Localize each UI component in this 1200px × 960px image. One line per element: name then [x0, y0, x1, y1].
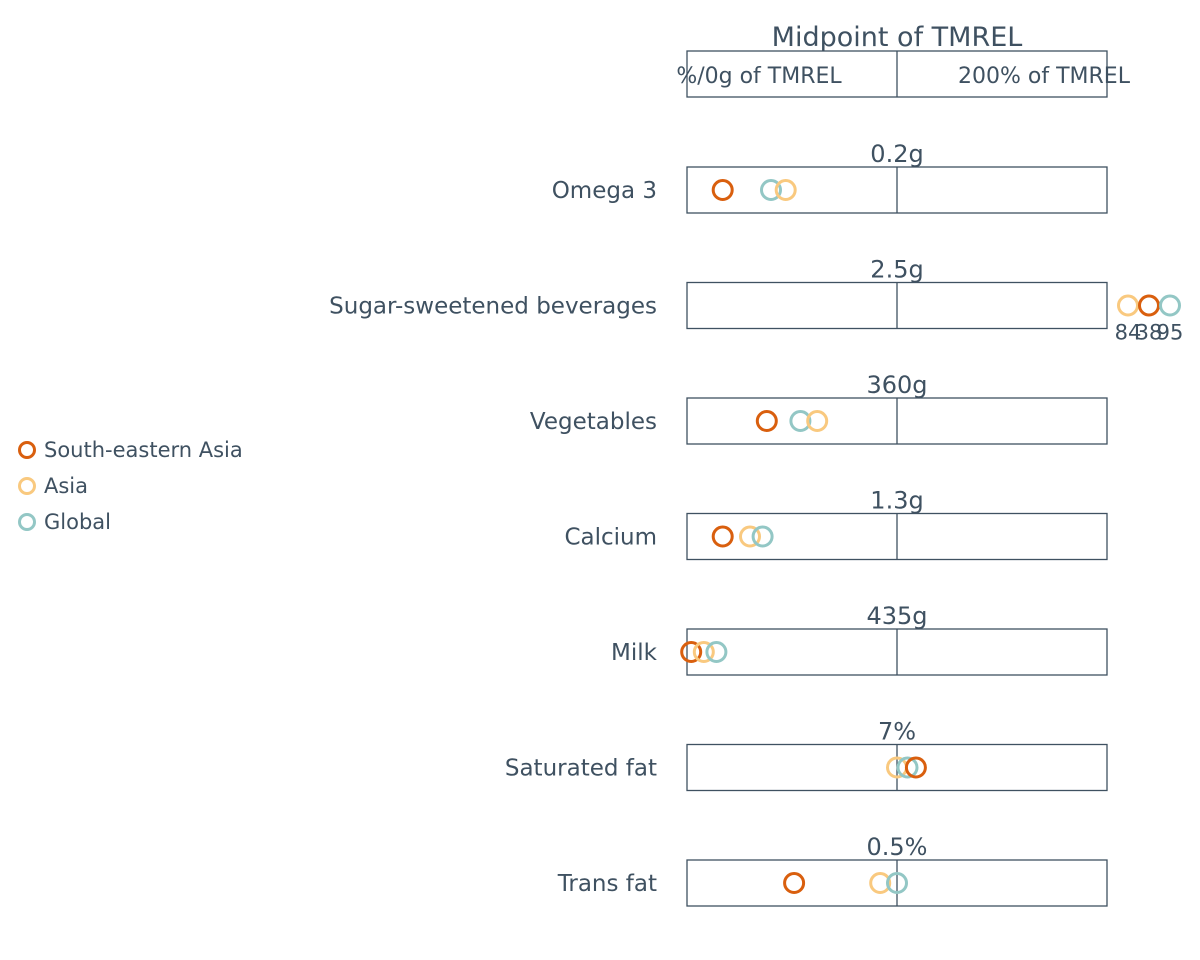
row-label: Calcium [564, 525, 657, 551]
row-milk: Milk 435g [611, 602, 1108, 676]
header-left-label: %/0g of TMREL [676, 64, 842, 89]
legend-marker-south-eastern-asia [18, 441, 36, 459]
legend-item-asia: Asia [18, 468, 243, 504]
legend-marker-global [18, 513, 36, 531]
row-vegetables: Vegetables 360g [530, 371, 1108, 445]
point-asia [806, 410, 829, 432]
chart-title: Midpoint of TMREL [772, 22, 1023, 53]
point-asia [869, 872, 892, 894]
row-trans-fat: Trans fat 0.5% [557, 833, 1108, 907]
legend: South-eastern Asia Asia Global [18, 432, 243, 540]
offscale-value-label: 95 [1157, 321, 1184, 345]
row-calcium: Calcium 1.3g [564, 487, 1108, 561]
point-global [789, 410, 812, 432]
offscale-value-label: 84 [1115, 321, 1142, 345]
row-label: Sugar-sweetened beverages [329, 294, 657, 320]
tmrel-value-label: 435g [866, 602, 927, 630]
row-saturated-fat: Saturated fat 7% [505, 718, 1108, 792]
point-south-eastern-asia [1138, 294, 1160, 317]
point-global [896, 756, 919, 779]
point-global [886, 872, 908, 894]
tmrel-value-label: 0.5% [867, 833, 928, 861]
point-asia [1117, 294, 1139, 317]
point-global [1159, 294, 1181, 317]
chart-rows: Omega 3 0.2g Sugar-sweetened beverages 2.5g… [329, 140, 1183, 907]
point-global [760, 179, 782, 201]
header-right-label: 200% of TMREL [958, 64, 1131, 89]
point-south-eastern-asia [783, 872, 806, 894]
point-south-eastern-asia [711, 525, 734, 548]
legend-label: Asia [44, 474, 89, 498]
point-south-eastern-asia [904, 756, 927, 779]
point-south-eastern-asia [711, 179, 734, 201]
row-omega-3: Omega 3 0.2g [552, 140, 1108, 214]
tmrel-value-label: 2.5g [870, 256, 923, 284]
legend-marker-asia [18, 477, 36, 495]
point-south-eastern-asia [680, 641, 703, 663]
point-south-eastern-asia [755, 410, 778, 432]
tmrel-value-label: 360g [866, 371, 927, 399]
row-label: Milk [611, 640, 658, 666]
legend-item-south-eastern-asia: South-eastern Asia [18, 432, 243, 468]
point-global [705, 641, 728, 663]
point-asia [692, 641, 715, 663]
row-label: Vegetables [530, 409, 657, 435]
tmrel-value-label: 1.3g [870, 487, 923, 515]
legend-item-global: Global [18, 504, 243, 540]
tmrel-value-label: 0.2g [870, 140, 923, 168]
tmrel-value-label: 7% [878, 718, 916, 746]
legend-label: Global [44, 510, 111, 534]
row-label: Omega 3 [552, 178, 657, 204]
row-label: Saturated fat [505, 756, 657, 782]
point-asia [739, 525, 761, 548]
row-label: Trans fat [557, 871, 657, 897]
legend-label: South-eastern Asia [44, 438, 243, 462]
point-asia [774, 179, 797, 201]
offscale-value-label: 38 [1136, 321, 1163, 345]
point-global [751, 525, 774, 548]
